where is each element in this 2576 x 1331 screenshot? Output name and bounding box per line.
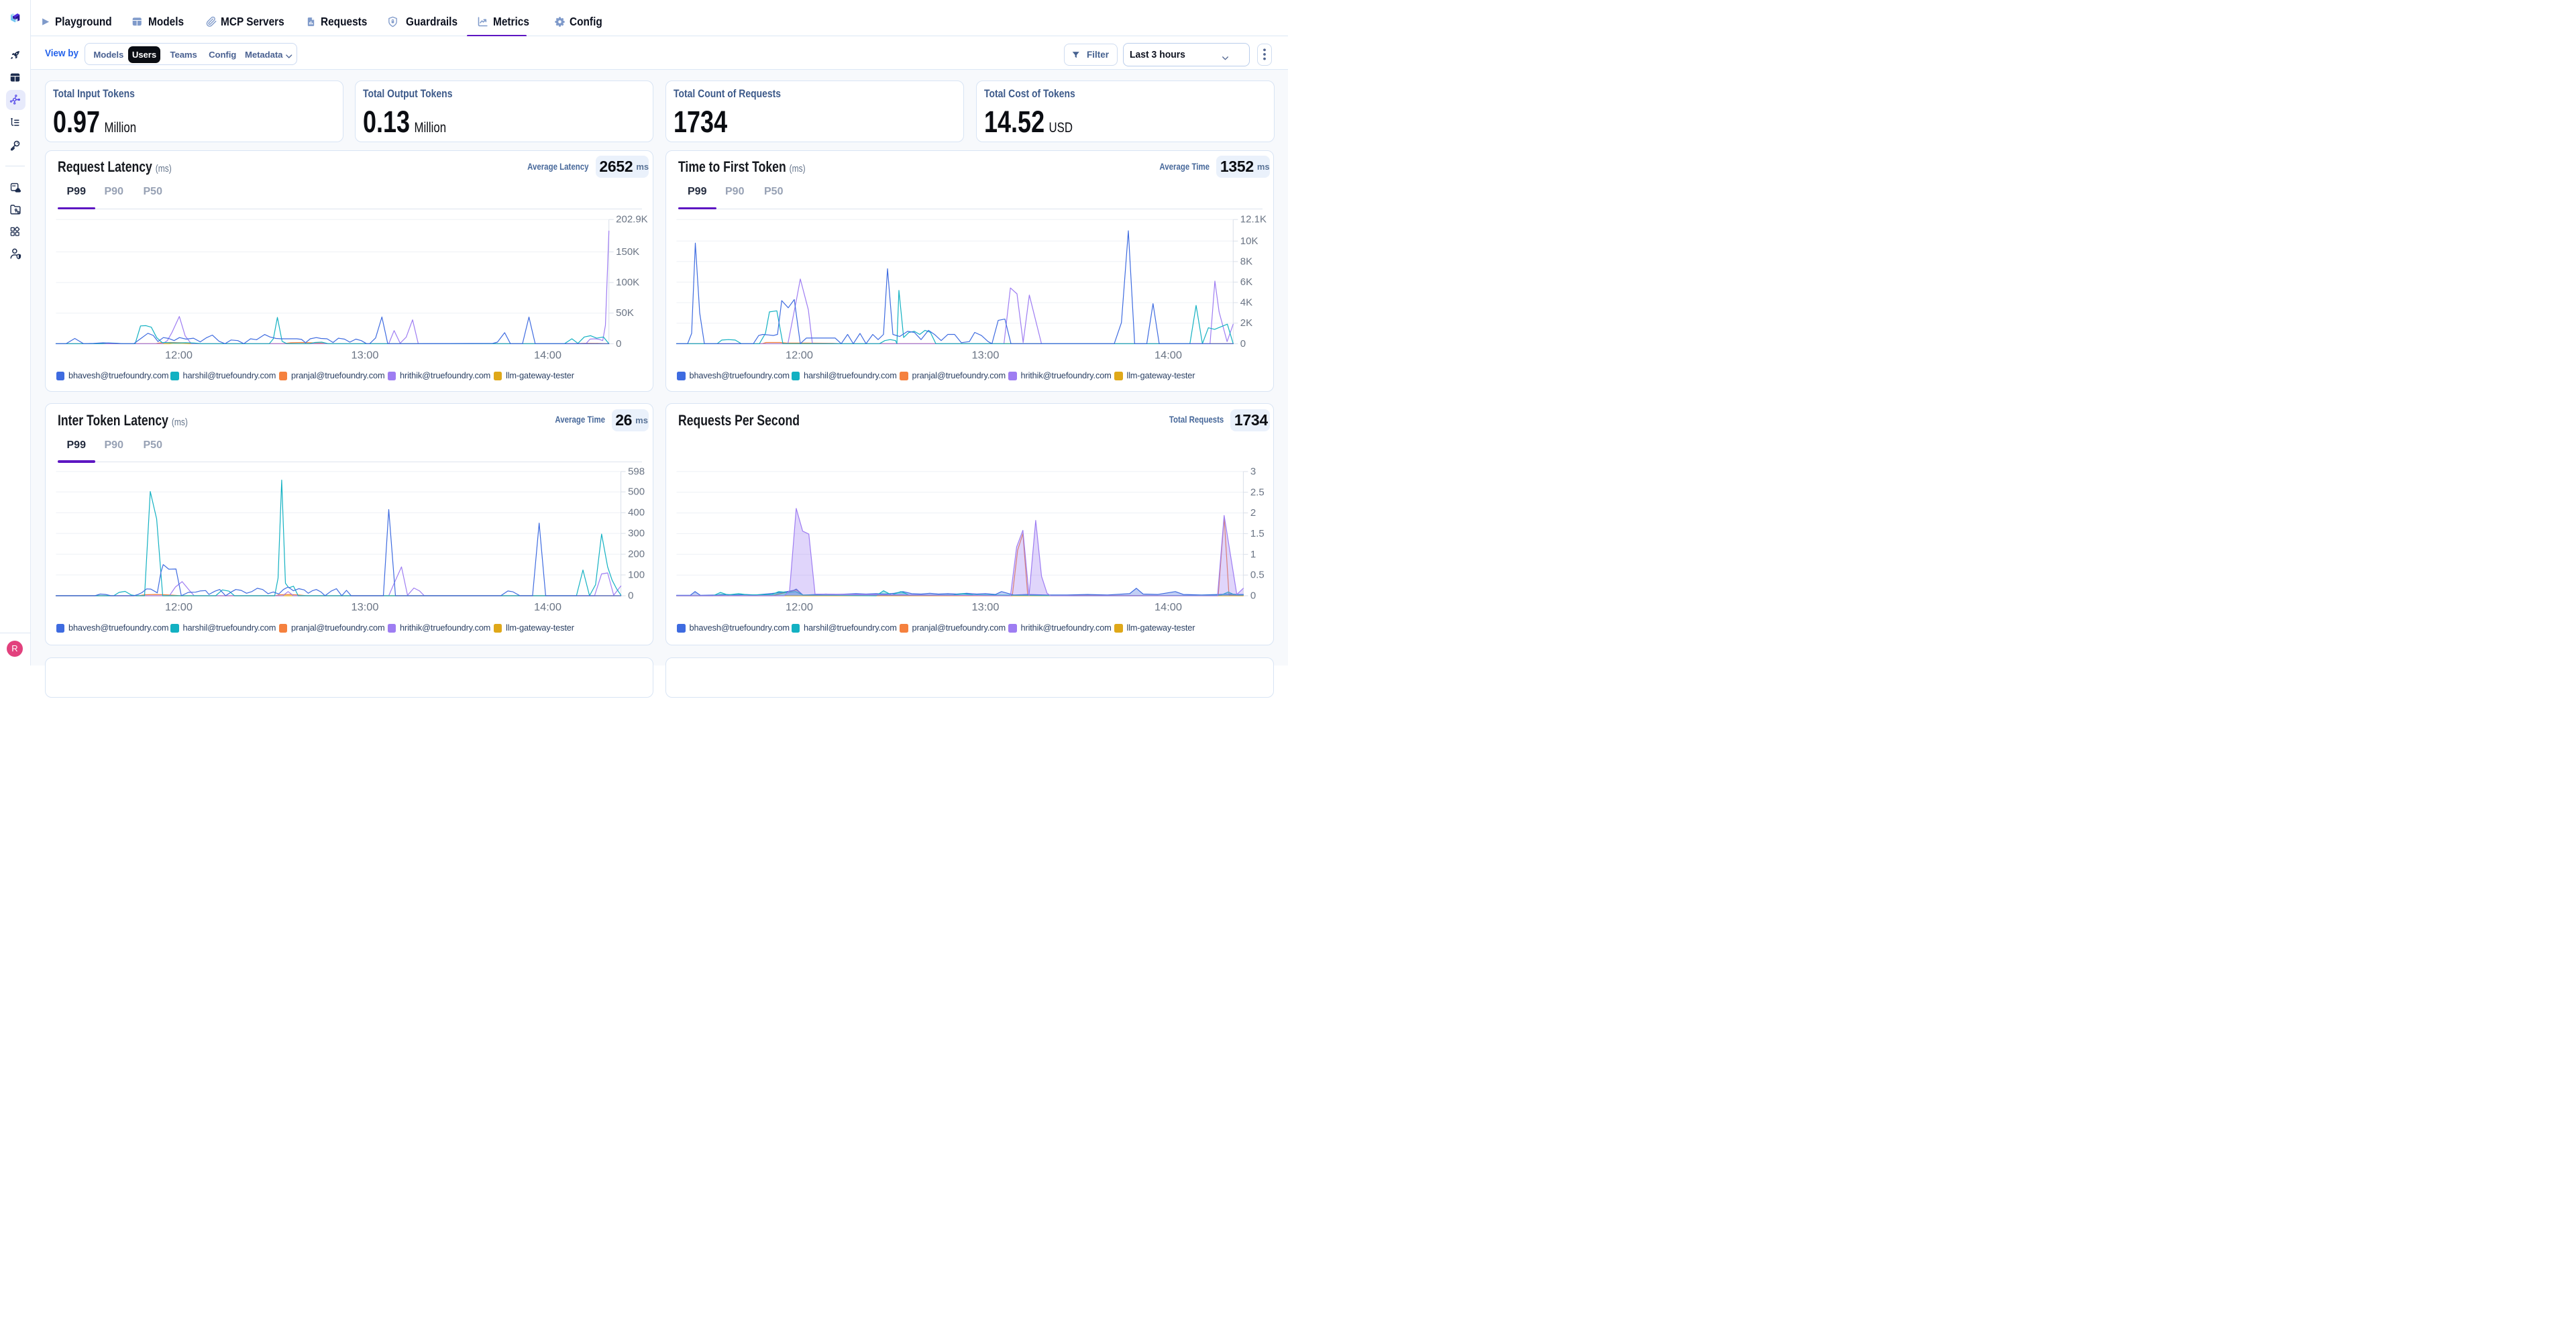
svg-text:0: 0 <box>1250 590 1256 602</box>
svg-text:12:00: 12:00 <box>165 350 193 361</box>
svg-text:500: 500 <box>628 486 645 498</box>
svg-text:12:00: 12:00 <box>165 602 193 613</box>
svg-text:50K: 50K <box>616 307 634 319</box>
svg-text:14:00: 14:00 <box>1155 602 1182 613</box>
svg-text:4K: 4K <box>1240 297 1252 308</box>
svg-text:6K: 6K <box>1240 276 1252 288</box>
svg-text:1.5: 1.5 <box>1250 528 1265 539</box>
svg-text:13:00: 13:00 <box>351 350 378 361</box>
svg-text:400: 400 <box>628 507 645 519</box>
svg-text:150K: 150K <box>616 246 639 258</box>
svg-text:0: 0 <box>1240 337 1246 349</box>
svg-text:3: 3 <box>1250 466 1256 478</box>
svg-text:1: 1 <box>1250 549 1256 560</box>
svg-text:0: 0 <box>616 337 621 349</box>
svg-text:0.5: 0.5 <box>1250 570 1265 581</box>
svg-text:0: 0 <box>628 590 633 602</box>
svg-text:100K: 100K <box>616 276 639 288</box>
svg-text:100: 100 <box>628 570 645 581</box>
svg-text:14:00: 14:00 <box>1155 350 1182 361</box>
svg-text:13:00: 13:00 <box>972 602 1000 613</box>
svg-text:2: 2 <box>1250 507 1256 519</box>
svg-text:2.5: 2.5 <box>1250 487 1265 498</box>
svg-text:12:00: 12:00 <box>786 602 813 613</box>
svg-text:14:00: 14:00 <box>533 602 561 613</box>
svg-text:2K: 2K <box>1240 317 1252 329</box>
svg-text:598: 598 <box>628 466 645 478</box>
svg-text:13:00: 13:00 <box>351 602 378 613</box>
svg-text:12.1K: 12.1K <box>1240 213 1267 225</box>
svg-text:13:00: 13:00 <box>972 350 1000 361</box>
svg-text:202.9K: 202.9K <box>616 213 648 225</box>
svg-text:12:00: 12:00 <box>786 350 813 361</box>
svg-text:14:00: 14:00 <box>533 350 561 361</box>
svg-text:8K: 8K <box>1240 256 1252 267</box>
svg-text:200: 200 <box>628 549 645 560</box>
svg-text:300: 300 <box>628 528 645 539</box>
svg-text:10K: 10K <box>1240 235 1258 246</box>
